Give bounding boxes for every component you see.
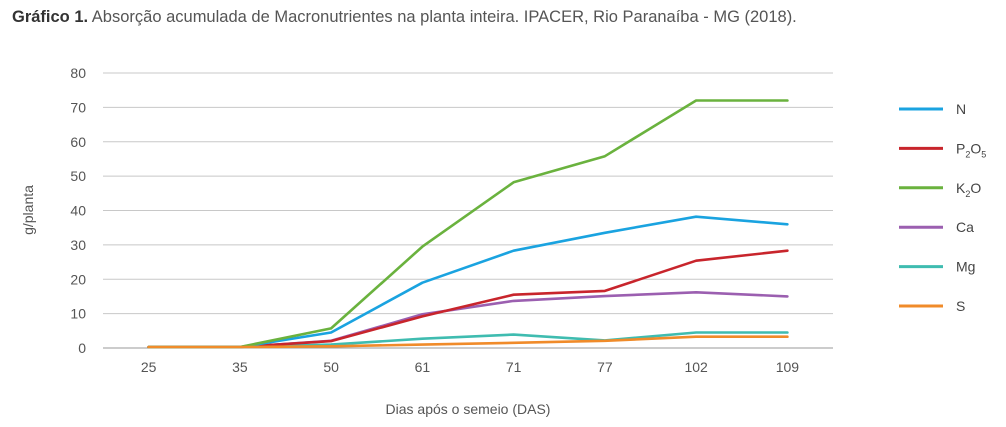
y-tick-labels: 0 10 20 30 40 50 60 70 80 (70, 65, 86, 356)
legend-label: S (956, 298, 965, 314)
y-tick-label: 40 (70, 203, 86, 219)
legend-label-subscript: 2 (965, 189, 970, 199)
chart-title-bold: Gráfico 1. (12, 8, 89, 26)
legend-label: Ca (956, 219, 974, 235)
legend-label: N (956, 101, 966, 117)
series-line-ca (147, 290, 789, 349)
x-tick-label: 71 (506, 359, 522, 375)
chart-title: Gráfico 1. Absorção acumulada de Macronu… (12, 8, 797, 27)
legend-label-part: S (956, 298, 965, 314)
x-tick-labels: 25 35 50 61 71 77 102 109 (141, 359, 799, 375)
x-tick-label: 25 (141, 359, 157, 375)
y-tick-label: 60 (70, 134, 86, 150)
legend-label-part: P (956, 140, 965, 156)
y-tick-label: 20 (70, 271, 86, 287)
x-tick-label: 77 (597, 359, 613, 375)
legend-item-s: S (899, 298, 965, 314)
y-tick-label: 30 (70, 237, 86, 253)
x-axis-title: Dias após o semeio (DAS) (386, 401, 551, 417)
series-line-s (147, 335, 789, 349)
legend-label-subscript: 2 (965, 149, 970, 159)
x-tick-label: 61 (415, 359, 431, 375)
y-tick-label: 10 (70, 306, 86, 322)
series-line-k2o (147, 99, 789, 349)
legend-item-ca: Ca (899, 219, 974, 235)
legend-label-subscript: 5 (981, 149, 986, 159)
series-line-n (147, 215, 789, 349)
legend-item-p2o5: P2O5 (899, 140, 986, 159)
gridlines (103, 72, 833, 349)
legend-item-n: N (899, 101, 966, 117)
legend-label-part: Mg (956, 259, 975, 275)
x-tick-label: 50 (323, 359, 339, 375)
chart-title-text: Absorção acumulada de Macronutrientes na… (88, 8, 797, 26)
legend-label-part: O (970, 180, 981, 196)
x-tick-label: 109 (776, 359, 800, 375)
legend-label: Mg (956, 259, 975, 275)
legend-label-part: O (970, 140, 981, 156)
x-tick-label: 102 (684, 359, 708, 375)
y-tick-label: 80 (70, 65, 86, 81)
y-tick-label: 0 (78, 340, 86, 356)
y-axis-title: g/planta (20, 185, 36, 235)
legend-item-k2o: K2O (899, 180, 981, 199)
legend-item-mg: Mg (899, 259, 975, 275)
y-tick-label: 50 (70, 168, 86, 184)
legend-label-part: K (956, 180, 966, 196)
x-tick-label: 35 (232, 359, 248, 375)
legend-label: K2O (956, 180, 981, 199)
legend-label-part: Ca (956, 219, 974, 235)
series-lines (147, 99, 789, 349)
y-tick-label: 70 (70, 99, 86, 115)
legend-label: P2O5 (956, 140, 986, 159)
legend-label-part: N (956, 101, 966, 117)
